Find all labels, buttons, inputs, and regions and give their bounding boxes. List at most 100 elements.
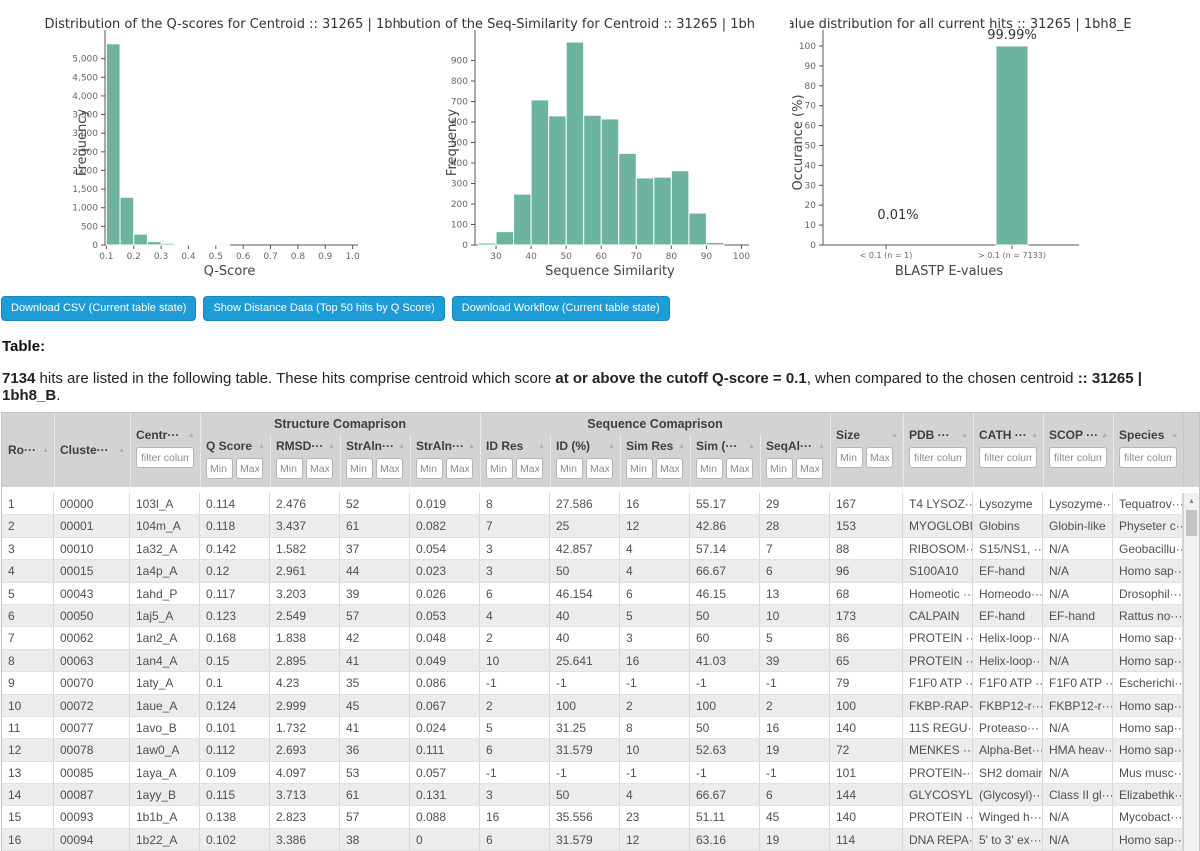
max-input-straln-1[interactable] [376, 458, 403, 479]
column-header-centroid[interactable]: Centr··· ▲ [130, 413, 200, 487]
y-tick-label: 3,000 [72, 129, 98, 139]
column-header-straln-2[interactable]: StrAln··· ▲ [410, 435, 480, 487]
cell-id-res: 4 [480, 604, 550, 627]
header-divider [830, 413, 831, 487]
cell-centroid: 1an2_A [130, 627, 200, 649]
min-input-sim-res[interactable] [626, 458, 653, 479]
column-header-cluster[interactable]: Cluste··· ▲ [54, 413, 130, 487]
bar [600, 118, 620, 246]
y-tick-label: 0 [810, 241, 816, 251]
cell-seqaln: -1 [760, 761, 830, 784]
table-row: 8 00063 1an4_A 0.15 2.895 41 0.049 10 25.641 16 41… [2, 649, 1183, 673]
min-input-q-score[interactable] [206, 458, 233, 479]
cell-straln-1: 35 [340, 672, 410, 694]
cell-cluster: 00087 [54, 784, 130, 806]
column-header-q-score[interactable]: Q Score ▲ [200, 435, 270, 487]
max-input-seqaln[interactable] [796, 458, 823, 479]
min-input-rmsd[interactable] [276, 458, 303, 479]
header-divider [690, 435, 691, 487]
show-distance-data-button[interactable]: Show Distance Data (Top 50 hits by Q Sco… [203, 296, 445, 321]
y-tick-label: 5,000 [72, 55, 98, 65]
cell-sim-res: 4 [620, 784, 690, 806]
cell-pdb: PROTEIN ··· [903, 649, 973, 672]
min-input-size[interactable] [836, 447, 863, 468]
scroll-up-icon[interactable]: ▲ [1188, 497, 1195, 505]
column-header-sim-pct[interactable]: Sim (··· ▲ [690, 435, 760, 487]
table-scrollbar[interactable]: ▲ ▼ [1183, 493, 1199, 851]
cell-rmsd: 4.097 [270, 761, 340, 784]
column-header-size[interactable]: Size ▲ [830, 413, 903, 487]
min-input-straln-2[interactable] [416, 458, 443, 479]
column-header-sim-res[interactable]: Sim Res ▲ [620, 435, 690, 487]
cell-size: 144 [830, 784, 903, 806]
max-input-rmsd[interactable] [306, 458, 333, 479]
column-header-species[interactable]: Species ▲ [1113, 413, 1183, 487]
cell-straln-2: 0.086 [410, 672, 480, 694]
header-divider [54, 413, 55, 487]
sort-icon: ▲ [538, 442, 545, 450]
seq-similarity-histogram: istribution of the Seq-Similarity for Ce… [400, 8, 790, 286]
cell-centroid: 1an4_A [130, 649, 200, 672]
filter-input-species[interactable] [1119, 447, 1177, 468]
cell-sim-res: 4 [620, 537, 690, 560]
column-header-scop[interactable]: SCOP ··· ▲ [1043, 413, 1113, 487]
column-header-straln-1[interactable]: StrAln··· ▲ [340, 435, 410, 487]
y-tick-label: 100 [799, 42, 816, 52]
column-header-rmsd[interactable]: RMSD··· ▲ [270, 435, 340, 487]
chart-title: istribution of the Seq-Similarity for Ce… [400, 17, 755, 32]
cell-id-res: 3 [480, 537, 550, 560]
sort-icon: ▲ [1031, 431, 1038, 439]
max-input-q-score[interactable] [236, 458, 263, 479]
min-input-id-pct[interactable] [556, 458, 583, 479]
description-text: hits are listed in the following table. … [35, 370, 556, 387]
cell-seqaln: 5 [760, 627, 830, 649]
min-input-seqaln[interactable] [766, 458, 793, 479]
cell-straln-1: 41 [340, 716, 410, 739]
max-input-id-pct[interactable] [586, 458, 613, 479]
filter-input-scop[interactable] [1049, 447, 1107, 468]
bar [618, 152, 637, 246]
table-row: 1 00000 103l_A 0.114 2.476 52 0.019 8 27.586 16 55… [2, 493, 1183, 516]
cell-size: 65 [830, 649, 903, 672]
cell-row: 7 [2, 627, 54, 649]
column-header-row[interactable]: Ro··· ▲ [2, 413, 54, 487]
column-header-cath[interactable]: CATH ··· ▲ [973, 413, 1043, 487]
cell-sim-pct: 51.11 [690, 806, 760, 828]
column-header-id-res[interactable]: ID Res ▲ [480, 435, 550, 487]
cell-straln-2: 0.026 [410, 582, 480, 604]
cell-straln-2: 0.024 [410, 716, 480, 739]
cell-cath: 5' to 3' ex··· [973, 828, 1043, 851]
max-input-size[interactable] [866, 447, 893, 468]
column-header-pdb[interactable]: PDB ··· ▲ [903, 413, 973, 487]
cell-straln-1: 57 [340, 604, 410, 627]
filter-input-centroid[interactable] [136, 447, 194, 468]
cell-size: 86 [830, 627, 903, 649]
cell-sim-pct: 52.63 [690, 739, 760, 761]
download-workflow-button[interactable]: Download Workflow (Current table state) [451, 296, 670, 321]
x-tick-label: 60 [596, 252, 608, 262]
cell-rmsd: 2.823 [270, 806, 340, 828]
cell-rmsd: 2.999 [270, 694, 340, 716]
description-bold-text: :: 31265 | 1bh8_B [2, 370, 1142, 404]
cell-straln-1: 61 [340, 515, 410, 537]
download-csv-button[interactable]: Download CSV (Current table state) [1, 296, 197, 321]
cell-id-pct: 27.586 [550, 493, 620, 515]
filter-input-pdb[interactable] [909, 447, 967, 468]
max-input-id-res[interactable] [516, 458, 543, 479]
bar [635, 177, 655, 246]
y-tick-label: 0 [92, 241, 98, 251]
min-input-straln-1[interactable] [346, 458, 373, 479]
column-header-id-pct[interactable]: ID (%) ▲ [550, 435, 620, 487]
sort-icon: ▲ [1171, 431, 1178, 439]
column-header-seqaln[interactable]: SeqAl··· ▲ [760, 435, 830, 487]
filter-input-cath[interactable] [979, 447, 1037, 468]
cell-centroid: 1ahd_P [130, 582, 200, 604]
max-input-sim-res[interactable] [656, 458, 683, 479]
min-input-id-res[interactable] [486, 458, 513, 479]
max-input-straln-2[interactable] [446, 458, 473, 479]
scrollbar-thumb[interactable] [1186, 510, 1197, 536]
cell-q-score: 0.101 [200, 716, 270, 739]
min-input-sim-pct[interactable] [696, 458, 723, 479]
max-input-sim-pct[interactable] [726, 458, 753, 479]
column-label: StrAln··· [416, 439, 464, 453]
